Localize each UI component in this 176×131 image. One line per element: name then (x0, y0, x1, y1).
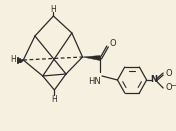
Polygon shape (83, 56, 100, 61)
Text: H: H (10, 56, 15, 64)
Text: HN: HN (88, 77, 100, 86)
Text: O: O (165, 83, 172, 92)
Text: H: H (51, 4, 56, 13)
Text: O: O (110, 40, 116, 48)
Text: N: N (150, 75, 157, 84)
Text: H: H (52, 94, 57, 103)
Text: O: O (165, 69, 172, 78)
Text: −: − (170, 83, 176, 89)
